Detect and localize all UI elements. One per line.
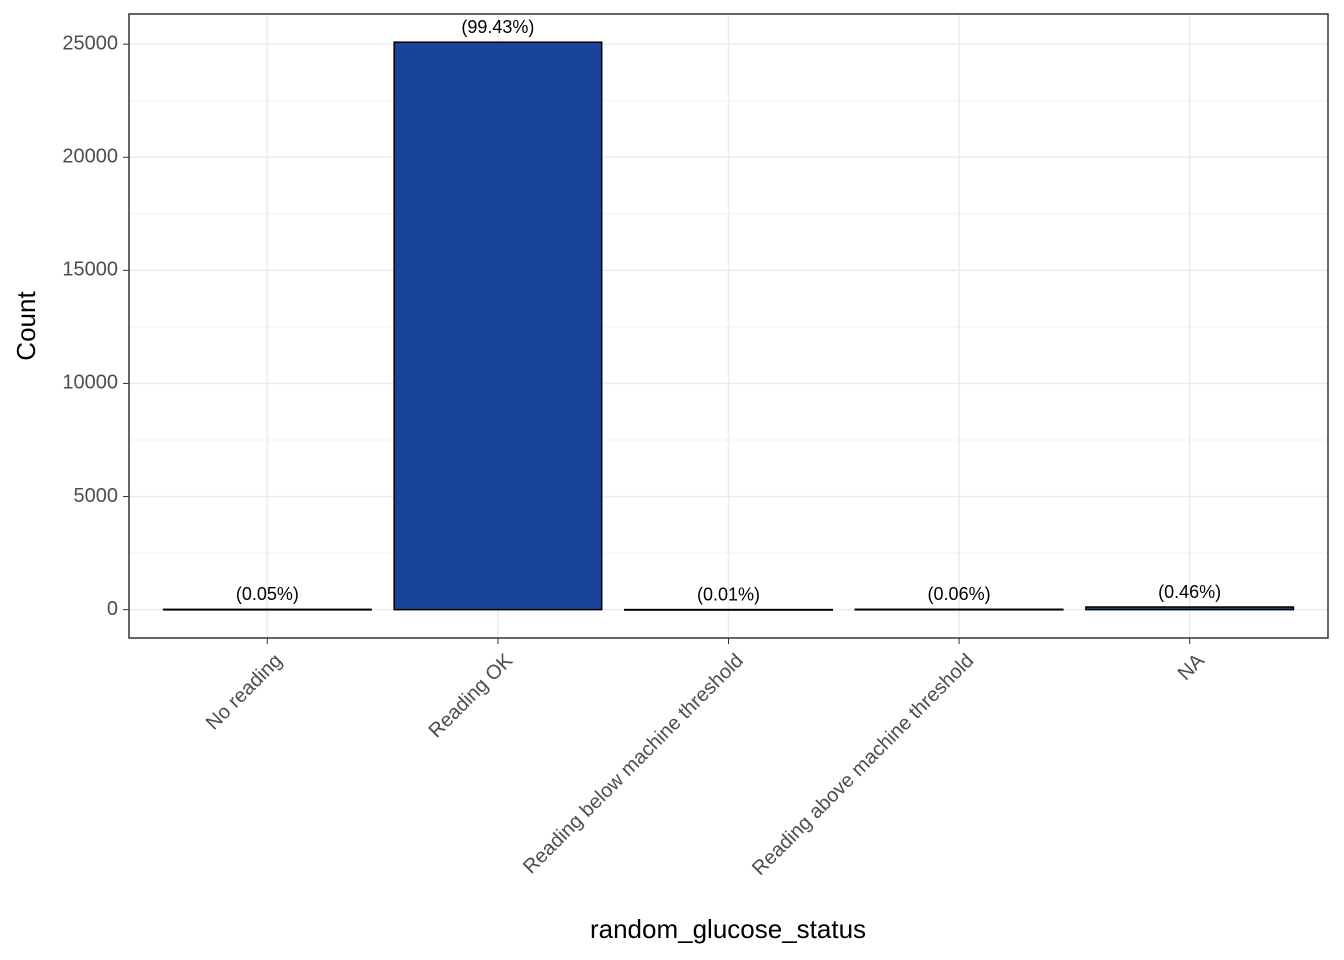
bar xyxy=(854,608,1064,611)
x-tick-label: Reading below machine threshold xyxy=(519,650,748,879)
x-tick-label: Reading OK xyxy=(425,649,518,742)
bar-annotation: (0.46%) xyxy=(1158,582,1221,602)
bar xyxy=(623,608,834,611)
y-tick-label: 5000 xyxy=(74,485,119,507)
x-axis-title: random_glucose_status xyxy=(590,914,866,944)
y-tick-label: 0 xyxy=(107,598,118,620)
x-tick-label: Reading above machine threshold xyxy=(748,650,978,880)
y-axis-title: Count xyxy=(11,291,41,361)
bar xyxy=(162,608,372,611)
plot-border xyxy=(128,13,1329,639)
y-tick-label: 15000 xyxy=(62,259,118,281)
y-tick-label: 25000 xyxy=(62,32,118,54)
bar-annotation: (0.05%) xyxy=(236,584,299,604)
y-tick-label: 10000 xyxy=(62,372,118,394)
bar-annotation: (99.43%) xyxy=(461,17,534,37)
bar xyxy=(1085,606,1295,611)
x-tick-label: No reading xyxy=(202,650,287,735)
bar-annotation: (0.06%) xyxy=(928,584,991,604)
y-tick-label: 20000 xyxy=(62,146,118,168)
x-tick-label: NA xyxy=(1174,649,1210,685)
bar-annotation: (0.01%) xyxy=(697,584,760,604)
bar xyxy=(393,41,603,611)
